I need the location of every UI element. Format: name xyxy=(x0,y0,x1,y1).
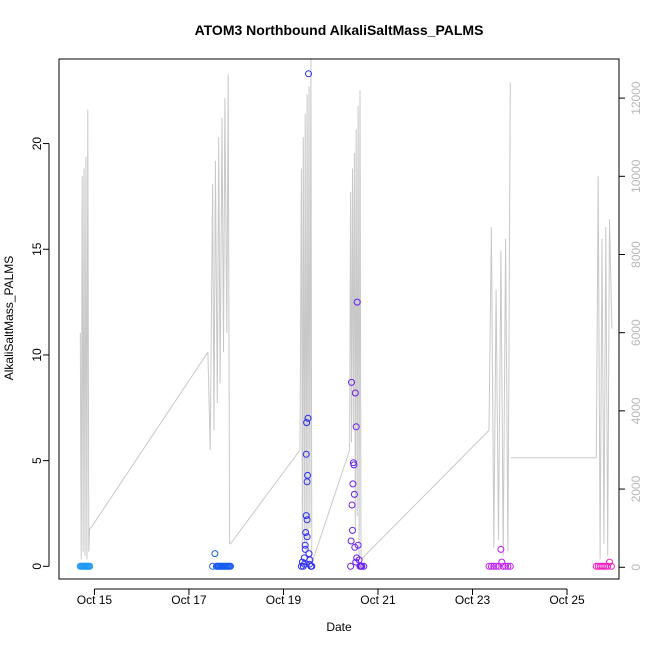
secondary-line-layer xyxy=(79,58,613,564)
data-point xyxy=(351,543,359,551)
y2-tick-label: 6000 xyxy=(629,319,643,346)
y-tick-label: 5 xyxy=(30,457,44,464)
data-point xyxy=(348,501,356,509)
y-tick-label: 15 xyxy=(30,242,44,256)
data-point xyxy=(600,562,608,570)
data-point xyxy=(350,490,358,498)
y2-tick-label: 2000 xyxy=(629,475,643,502)
data-point xyxy=(304,471,312,479)
y-axis-title: AlkaliSaltMass_PALMS xyxy=(2,256,16,381)
x-tick-label: Oct 19 xyxy=(266,593,302,607)
data-point xyxy=(358,562,366,570)
data-point xyxy=(351,389,359,397)
secondary-line-segment xyxy=(79,109,91,560)
x-tick-label: Oct 15 xyxy=(77,593,113,607)
y2-tick-label: 10000 xyxy=(629,159,643,193)
data-point xyxy=(607,562,615,570)
data-point xyxy=(303,419,311,427)
data-point xyxy=(353,298,361,306)
data-point xyxy=(301,545,309,553)
x-tick-label: Oct 21 xyxy=(360,593,396,607)
data-point xyxy=(349,480,357,488)
secondary-line-segment xyxy=(349,90,362,560)
data-point xyxy=(305,550,313,558)
y2-tick-label: 12000 xyxy=(629,81,643,115)
plot-frame xyxy=(58,58,620,580)
y2-tick-label: 8000 xyxy=(629,241,643,268)
secondary-line-segment xyxy=(488,82,511,556)
y-tick-label: 0 xyxy=(30,563,44,570)
y2-tick-label: 4000 xyxy=(629,397,643,424)
data-point xyxy=(302,529,310,536)
y2-tick-label: 0 xyxy=(629,564,643,571)
data-point xyxy=(302,450,310,458)
data-point xyxy=(485,562,493,570)
data-point xyxy=(227,562,234,570)
y-axis: 0 5 10 15 20 xyxy=(30,137,50,570)
secondary-line-segment xyxy=(595,176,613,560)
secondary-line-segment xyxy=(299,58,313,564)
data-point xyxy=(606,558,613,566)
data-point xyxy=(498,558,506,566)
chart-title: ATOM3 Northbound AlkaliSaltMass_PALMS xyxy=(195,22,484,38)
data-point xyxy=(300,560,308,568)
data-point xyxy=(303,533,311,541)
data-point xyxy=(86,562,94,570)
x-axis-title: Date xyxy=(326,620,352,634)
data-point xyxy=(348,378,355,386)
data-point xyxy=(353,554,361,562)
secondary-line-segment xyxy=(90,351,209,529)
data-point xyxy=(487,562,495,570)
data-point xyxy=(303,516,311,524)
x-tick-label: Oct 17 xyxy=(171,593,207,607)
secondary-line-segment xyxy=(207,74,231,545)
points-layer xyxy=(76,70,615,570)
data-point xyxy=(308,562,316,570)
data-point xyxy=(504,562,512,570)
secondary-line-segment xyxy=(311,449,351,564)
secondary-line-segment xyxy=(360,430,490,560)
data-point xyxy=(211,550,219,558)
data-point xyxy=(499,562,507,570)
data-point xyxy=(506,562,514,570)
data-point xyxy=(347,537,355,545)
secondary-y-axis: 0 2000 4000 6000 8000 10000 12000 xyxy=(618,81,643,571)
data-point xyxy=(352,558,360,566)
data-point xyxy=(502,562,510,570)
data-point xyxy=(301,541,309,549)
data-point xyxy=(303,478,311,486)
secondary-line-segment xyxy=(230,449,301,545)
data-point xyxy=(604,562,612,570)
x-tick-label: Oct 25 xyxy=(549,593,585,607)
y-tick-label: 20 xyxy=(30,137,44,151)
data-point xyxy=(497,545,505,553)
data-point xyxy=(302,512,310,520)
x-axis: Oct 15 Oct 17 Oct 19 Oct 21 Oct 23 Oct 25 xyxy=(77,588,585,607)
data-point xyxy=(305,70,312,78)
data-point xyxy=(352,423,360,431)
data-point xyxy=(304,414,312,422)
data-point xyxy=(490,562,498,570)
data-point xyxy=(349,526,356,534)
data-point xyxy=(347,562,355,570)
data-point xyxy=(298,558,306,566)
data-point xyxy=(492,562,500,570)
y-tick-label: 10 xyxy=(30,348,44,362)
data-point xyxy=(350,461,358,469)
data-point xyxy=(360,562,368,570)
data-point xyxy=(495,562,502,570)
x-tick-label: Oct 23 xyxy=(455,593,491,607)
